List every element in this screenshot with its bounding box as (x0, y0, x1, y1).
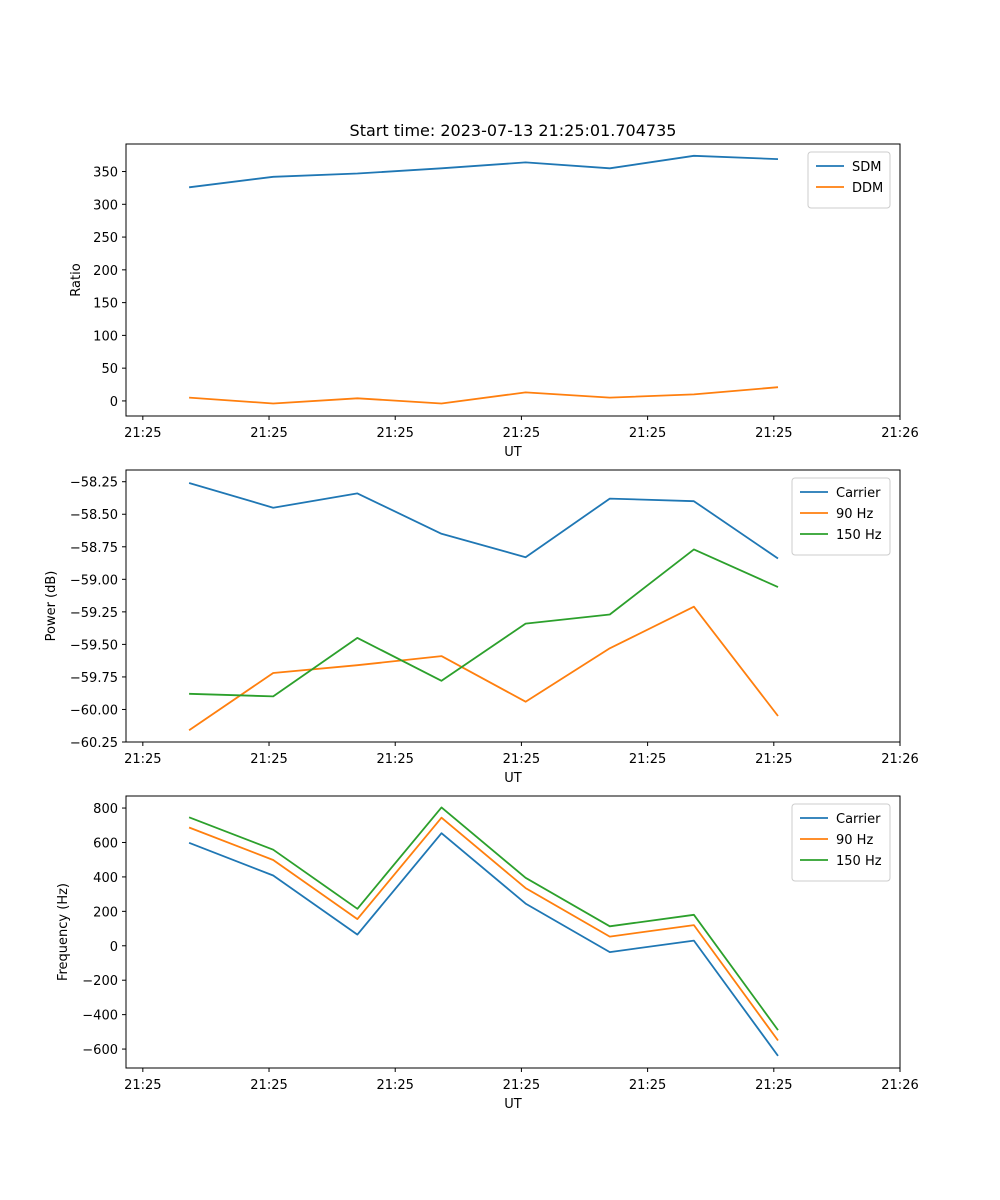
y-tick-label: −59.75 (70, 671, 118, 686)
y-tick-label: −60.25 (70, 736, 118, 751)
series-line-90-hz (188, 816, 779, 1042)
legend: Carrier 90 Hz 150 Hz (791, 803, 891, 882)
series-line-150-hz (189, 548, 779, 698)
legend-box (791, 477, 891, 556)
legend: SDM DDM (807, 151, 891, 209)
y-tick-label: −60.00 (70, 703, 118, 718)
legend-label: 150 Hz (836, 528, 882, 543)
legend-box (791, 803, 891, 882)
axes-frame (125, 143, 901, 417)
y-tick-label: 200 (93, 264, 118, 279)
y-tick-label: 100 (93, 329, 118, 344)
y-tick-label: −59.25 (70, 606, 118, 621)
series-line-carrier (188, 482, 779, 560)
legend-label: DDM (852, 181, 883, 196)
y-axis-label: Frequency (Hz) (56, 883, 71, 981)
y-tick-label: −600 (82, 1043, 118, 1058)
y-tick-label: 800 (93, 802, 118, 817)
x-tick-label: 21:25 (376, 426, 413, 441)
x-tick-label: 21:25 (124, 752, 161, 767)
y-tick-label: −59.00 (70, 573, 118, 588)
x-tick-label: 21:25 (755, 426, 792, 441)
y-tick-label: −400 (82, 1009, 118, 1024)
series-line-carrier (188, 832, 779, 1057)
x-tick-label: 21:25 (629, 752, 666, 767)
x-tick-label: 21:25 (250, 1078, 287, 1093)
x-tick-label: 21:25 (503, 752, 540, 767)
chart-title: Start time: 2023-07-13 21:25:01.704735 (350, 121, 677, 140)
y-tick-label: 350 (93, 166, 118, 181)
legend-label: Carrier (836, 812, 881, 827)
power-panel: −60.25 −60.00 −59.75 −59.50 −59.25 −59.00 −58.… (44, 469, 919, 786)
y-tick-label: 250 (93, 231, 118, 246)
y-tick-label: 200 (93, 905, 118, 920)
x-tick-label: 21:26 (881, 752, 918, 767)
y-tick-label: −58.50 (70, 508, 118, 523)
series-line-ddm (189, 386, 779, 405)
y-axis-label: Ratio (69, 263, 84, 296)
legend-label: 150 Hz (836, 854, 882, 869)
x-axis-label: UT (504, 1097, 522, 1112)
legend-label: Carrier (836, 486, 881, 501)
x-tick-label: 21:25 (755, 1078, 792, 1093)
y-axis-label: Power (dB) (44, 571, 59, 642)
x-tick-label: 21:25 (629, 1078, 666, 1093)
series-line-150-hz (188, 806, 779, 1031)
y-tick-label: 300 (93, 198, 118, 213)
y-tick-label: 0 (110, 940, 118, 955)
y-tick-label: −58.25 (70, 476, 118, 491)
legend-label: SDM (852, 160, 881, 175)
x-axis-label: UT (504, 771, 522, 786)
x-tick-label: 21:25 (250, 752, 287, 767)
series-line-90-hz (188, 605, 779, 732)
y-tick-label: 150 (93, 297, 118, 312)
y-tick-label: 400 (93, 871, 118, 886)
y-tick-label: −58.75 (70, 541, 118, 556)
x-tick-label: 21:25 (503, 1078, 540, 1093)
x-tick-label: 21:25 (629, 426, 666, 441)
x-tick-label: 21:25 (376, 1078, 413, 1093)
x-tick-label: 21:25 (124, 426, 161, 441)
y-tick-label: −59.50 (70, 638, 118, 653)
legend: Carrier 90 Hz 150 Hz (791, 477, 891, 556)
ratio-panel: 0 50 100 150 200 250 300 350 21:25 21:25 21:25 21:2… (69, 143, 919, 460)
y-tick-label: 0 (110, 395, 118, 410)
x-tick-label: 21:25 (250, 426, 287, 441)
axes-frame (125, 469, 901, 743)
x-tick-label: 21:26 (881, 426, 918, 441)
x-tick-label: 21:25 (503, 426, 540, 441)
x-tick-label: 21:26 (881, 1078, 918, 1093)
x-tick-label: 21:25 (755, 752, 792, 767)
axes-frame (125, 795, 901, 1069)
y-tick-label: 600 (93, 836, 118, 851)
y-tick-label: −200 (82, 974, 118, 989)
legend-label: 90 Hz (836, 833, 873, 848)
series-line-sdm (188, 154, 779, 189)
legend-label: 90 Hz (836, 507, 873, 522)
x-tick-label: 21:25 (124, 1078, 161, 1093)
y-tick-label: 50 (101, 362, 118, 377)
x-axis-label: UT (504, 445, 522, 460)
frequency-panel: −600 −400 −200 0 200 400 600 800 21:25 21:25 21:25… (56, 795, 919, 1112)
x-tick-label: 21:25 (376, 752, 413, 767)
